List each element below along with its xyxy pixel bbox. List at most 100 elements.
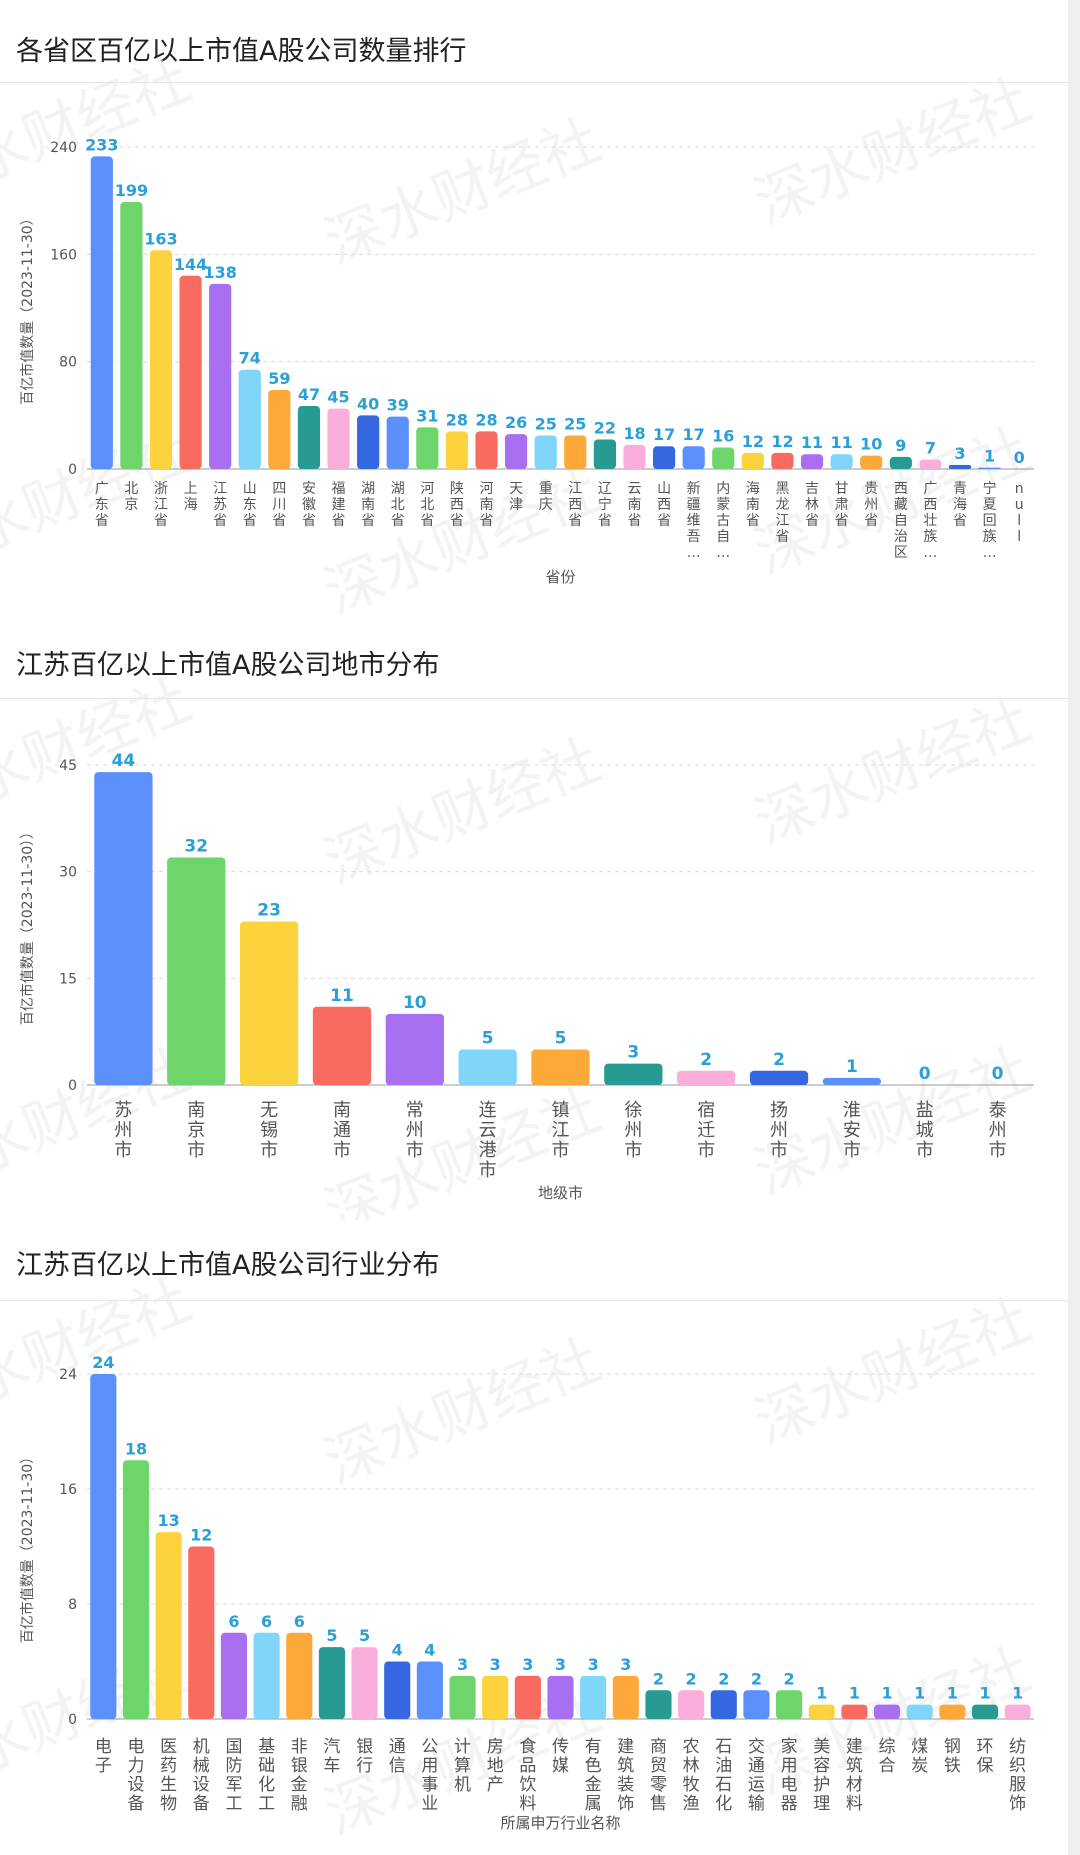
bar[interactable]	[939, 1704, 966, 1719]
bar[interactable]	[122, 1460, 150, 1719]
x-tick-label: 广东省	[95, 481, 109, 529]
bar[interactable]	[155, 1532, 182, 1719]
bar-value-label: 3	[954, 444, 965, 463]
bar[interactable]	[384, 1661, 411, 1720]
bar[interactable]	[580, 1675, 607, 1719]
x-tick-label: 陕西省	[450, 481, 464, 529]
x-axis-title: 所属申万行业名称	[500, 1814, 620, 1832]
x-tick-label: 无锡市	[260, 1100, 278, 1161]
bar[interactable]	[268, 389, 291, 469]
bar[interactable]	[712, 447, 735, 469]
bar[interactable]	[416, 427, 439, 469]
bar[interactable]	[906, 1704, 933, 1719]
bar-value-label: 0	[992, 1064, 1004, 1084]
bar[interactable]	[297, 405, 321, 469]
bar-value-label: 3	[490, 1655, 501, 1674]
bar[interactable]	[327, 408, 350, 469]
bar[interactable]	[741, 452, 764, 469]
bar[interactable]	[948, 464, 972, 469]
bar[interactable]	[90, 1374, 117, 1719]
bar[interactable]	[800, 454, 824, 469]
bar[interactable]	[564, 435, 587, 469]
bar[interactable]	[889, 456, 912, 469]
bar[interactable]	[534, 435, 557, 469]
bar[interactable]	[678, 1690, 705, 1719]
bar[interactable]	[318, 1647, 345, 1719]
bar[interactable]	[531, 1049, 590, 1085]
chart-section-provinces: 各省区百亿以上市值A股公司数量排行 深水财经社 深水财经社 深水财经社 深水财经社 深水…	[0, 0, 1068, 620]
bar[interactable]	[1004, 1704, 1031, 1719]
bar[interactable]	[623, 444, 646, 469]
x-tick-label: 江西省	[568, 481, 582, 529]
bar[interactable]	[416, 1661, 443, 1720]
bar[interactable]	[514, 1675, 541, 1719]
x-tick-label: 四川省	[272, 481, 286, 529]
bar[interactable]	[593, 439, 616, 469]
section-divider	[0, 1300, 1068, 1301]
bar[interactable]	[604, 1063, 663, 1085]
x-tick-label: 连云港市	[479, 1100, 497, 1181]
bar[interactable]	[286, 1632, 313, 1719]
bar[interactable]	[475, 431, 498, 469]
bar[interactable]	[771, 452, 794, 469]
bar[interactable]	[860, 455, 883, 469]
bar[interactable]	[386, 416, 409, 469]
bar[interactable]	[239, 921, 299, 1085]
x-tick-label: 青海省	[953, 481, 967, 529]
bar[interactable]	[547, 1675, 574, 1719]
bar[interactable]	[978, 467, 1001, 469]
chart-section-industries: 江苏百亿以上市值A股公司行业分布 深水财经社 深水财经社 深水财经社 深水财经社 深水财…	[0, 1220, 1068, 1855]
bar[interactable]	[149, 250, 173, 469]
bar[interactable]	[808, 1704, 835, 1719]
bar[interactable]	[120, 202, 143, 469]
bar[interactable]	[749, 1070, 809, 1085]
bar[interactable]	[612, 1675, 639, 1719]
bar[interactable]	[253, 1632, 280, 1719]
bar[interactable]	[445, 431, 469, 469]
bar[interactable]	[357, 415, 380, 469]
bar[interactable]	[919, 459, 942, 469]
bar[interactable]	[449, 1675, 476, 1719]
bar-value-label: 1	[846, 1057, 858, 1077]
x-tick-label: 徐州市	[624, 1100, 642, 1161]
bar[interactable]	[94, 772, 153, 1085]
x-tick-label: 建筑装饰	[617, 1737, 634, 1814]
bar[interactable]	[385, 1013, 444, 1085]
bar[interactable]	[238, 369, 261, 469]
bar[interactable]	[188, 1546, 215, 1720]
bar[interactable]	[90, 156, 113, 469]
x-tick-label: 交通运输	[748, 1737, 765, 1814]
bar-value-label: 2	[751, 1669, 762, 1688]
bar[interactable]	[677, 1070, 736, 1085]
bar[interactable]	[458, 1049, 517, 1085]
y-tick-label: 30	[59, 865, 77, 881]
watermark-text: 深水财经社	[315, 106, 609, 278]
bar[interactable]	[505, 434, 528, 469]
bar-value-label: 11	[330, 986, 354, 1006]
bar[interactable]	[710, 1690, 737, 1719]
x-tick-label: 银行	[356, 1737, 373, 1776]
bar[interactable]	[179, 275, 202, 469]
bar[interactable]	[220, 1632, 248, 1719]
scrollbar[interactable]	[1068, 0, 1080, 1855]
bar[interactable]	[743, 1690, 770, 1719]
bar[interactable]	[209, 283, 232, 469]
bar[interactable]	[652, 446, 676, 469]
bar[interactable]	[645, 1690, 672, 1719]
bar-value-label: 5	[482, 1028, 494, 1048]
bar[interactable]	[873, 1704, 901, 1719]
bar[interactable]	[830, 454, 853, 469]
bar[interactable]	[482, 1675, 509, 1719]
bar[interactable]	[167, 857, 226, 1085]
bar[interactable]	[822, 1077, 882, 1085]
bar[interactable]	[312, 1006, 372, 1085]
bar[interactable]	[682, 446, 705, 469]
x-tick-label: 重庆	[539, 481, 553, 513]
bar[interactable]	[776, 1690, 803, 1719]
y-tick-label: 160	[50, 247, 77, 263]
bar[interactable]	[841, 1704, 868, 1719]
bar-value-label: 2	[653, 1669, 664, 1688]
x-tick-label: 山东省	[243, 481, 257, 529]
bar[interactable]	[971, 1704, 999, 1719]
bar[interactable]	[351, 1647, 378, 1719]
